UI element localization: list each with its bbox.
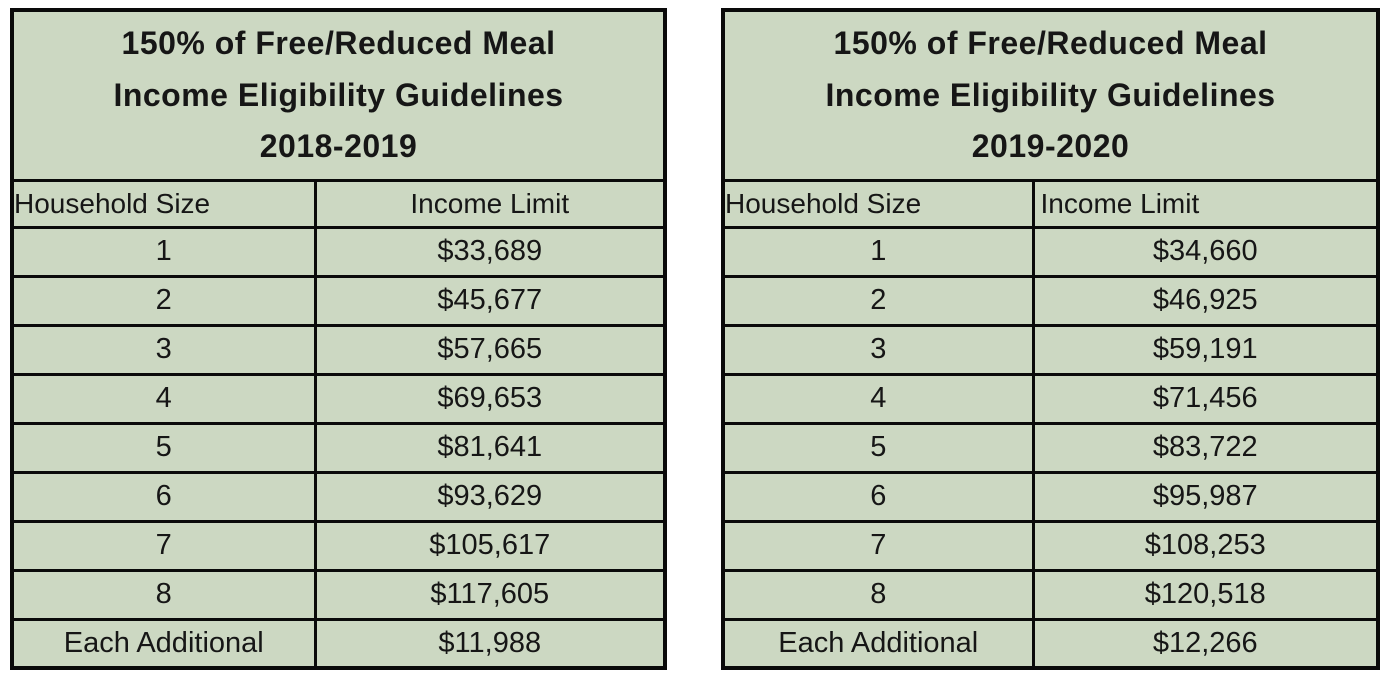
table-row: 6 $95,987 [721,470,1380,523]
title-line-3: 2018-2019 [259,127,418,164]
income-limit-cell: $95,987 [1031,470,1380,523]
title-line-2: Income Eligibility Guidelines [113,76,564,113]
income-limit-cell: $93,629 [313,470,667,523]
title-line-3: 2019-2020 [971,127,1130,164]
eligibility-table-2019-2020: 150% of Free/Reduced Meal Income Eligibi… [721,8,1381,670]
income-limit-cell: $33,689 [313,225,667,278]
table-row: 5 $83,722 [721,421,1380,474]
eligibility-table-2018-2019: 150% of Free/Reduced Meal Income Eligibi… [10,8,668,670]
table-row: 4 $71,456 [721,372,1380,425]
household-size-cell: 6 [721,470,1035,523]
title-line-1: 150% of Free/Reduced Meal [833,25,1268,62]
table-row: 1 $34,660 [721,225,1380,278]
table-row: 4 $69,653 [10,372,667,425]
table-title: 150% of Free/Reduced Meal Income Eligibi… [10,8,667,182]
table-row: Each Additional $12,266 [721,617,1380,670]
table-row: 8 $117,605 [10,568,667,621]
household-size-header: Household Size [10,178,317,229]
household-size-cell: 2 [721,274,1035,327]
column-header-row: Household Size Income Limit [721,178,1380,229]
income-limit-cell: $83,722 [1031,421,1380,474]
title-line-1: 150% of Free/Reduced Meal [121,25,556,62]
household-size-cell: Each Additional [10,617,317,670]
income-limit-cell: $57,665 [313,323,667,376]
income-limit-cell: $59,191 [1031,323,1380,376]
table-row: 2 $46,925 [721,274,1380,327]
table-row: 3 $57,665 [10,323,667,376]
household-size-cell: 3 [721,323,1035,376]
income-limit-cell: $11,988 [313,617,667,670]
household-size-cell: 5 [721,421,1035,474]
table-row: 5 $81,641 [10,421,667,474]
income-limit-header: Income Limit [1031,178,1380,229]
household-size-cell: 1 [10,225,317,278]
household-size-cell: 3 [10,323,317,376]
household-size-cell: 8 [10,568,317,621]
income-limit-cell: $12,266 [1031,617,1380,670]
table-row: 2 $45,677 [10,274,667,327]
income-limit-cell: $120,518 [1031,568,1380,621]
income-limit-cell: $105,617 [313,519,667,572]
household-size-cell: 2 [10,274,317,327]
table-row: Each Additional $11,988 [10,617,667,670]
household-size-cell: 7 [721,519,1035,572]
household-size-cell: 7 [10,519,317,572]
column-header-row: Household Size Income Limit [10,178,667,229]
household-size-cell: 4 [10,372,317,425]
income-limit-cell: $69,653 [313,372,667,425]
title-row: 150% of Free/Reduced Meal Income Eligibi… [10,8,667,182]
table-row: 6 $93,629 [10,470,667,523]
household-size-cell: 1 [721,225,1035,278]
table-row: 8 $120,518 [721,568,1380,621]
table-row: 7 $105,617 [10,519,667,572]
income-limit-cell: $117,605 [313,568,667,621]
table-row: 7 $108,253 [721,519,1380,572]
household-size-cell: 4 [721,372,1035,425]
household-size-cell: 5 [10,421,317,474]
income-limit-cell: $71,456 [1031,372,1380,425]
title-line-2: Income Eligibility Guidelines [825,76,1276,113]
income-limit-cell: $45,677 [313,274,667,327]
income-limit-cell: $46,925 [1031,274,1380,327]
income-limit-cell: $81,641 [313,421,667,474]
household-size-cell: Each Additional [721,617,1035,670]
title-row: 150% of Free/Reduced Meal Income Eligibi… [721,8,1380,182]
table-row: 3 $59,191 [721,323,1380,376]
household-size-header: Household Size [721,178,1035,229]
income-limit-cell: $34,660 [1031,225,1380,278]
household-size-cell: 8 [721,568,1035,621]
income-limit-header: Income Limit [313,178,667,229]
table-row: 1 $33,689 [10,225,667,278]
income-limit-cell: $108,253 [1031,519,1380,572]
household-size-cell: 6 [10,470,317,523]
table-title: 150% of Free/Reduced Meal Income Eligibi… [721,8,1380,182]
